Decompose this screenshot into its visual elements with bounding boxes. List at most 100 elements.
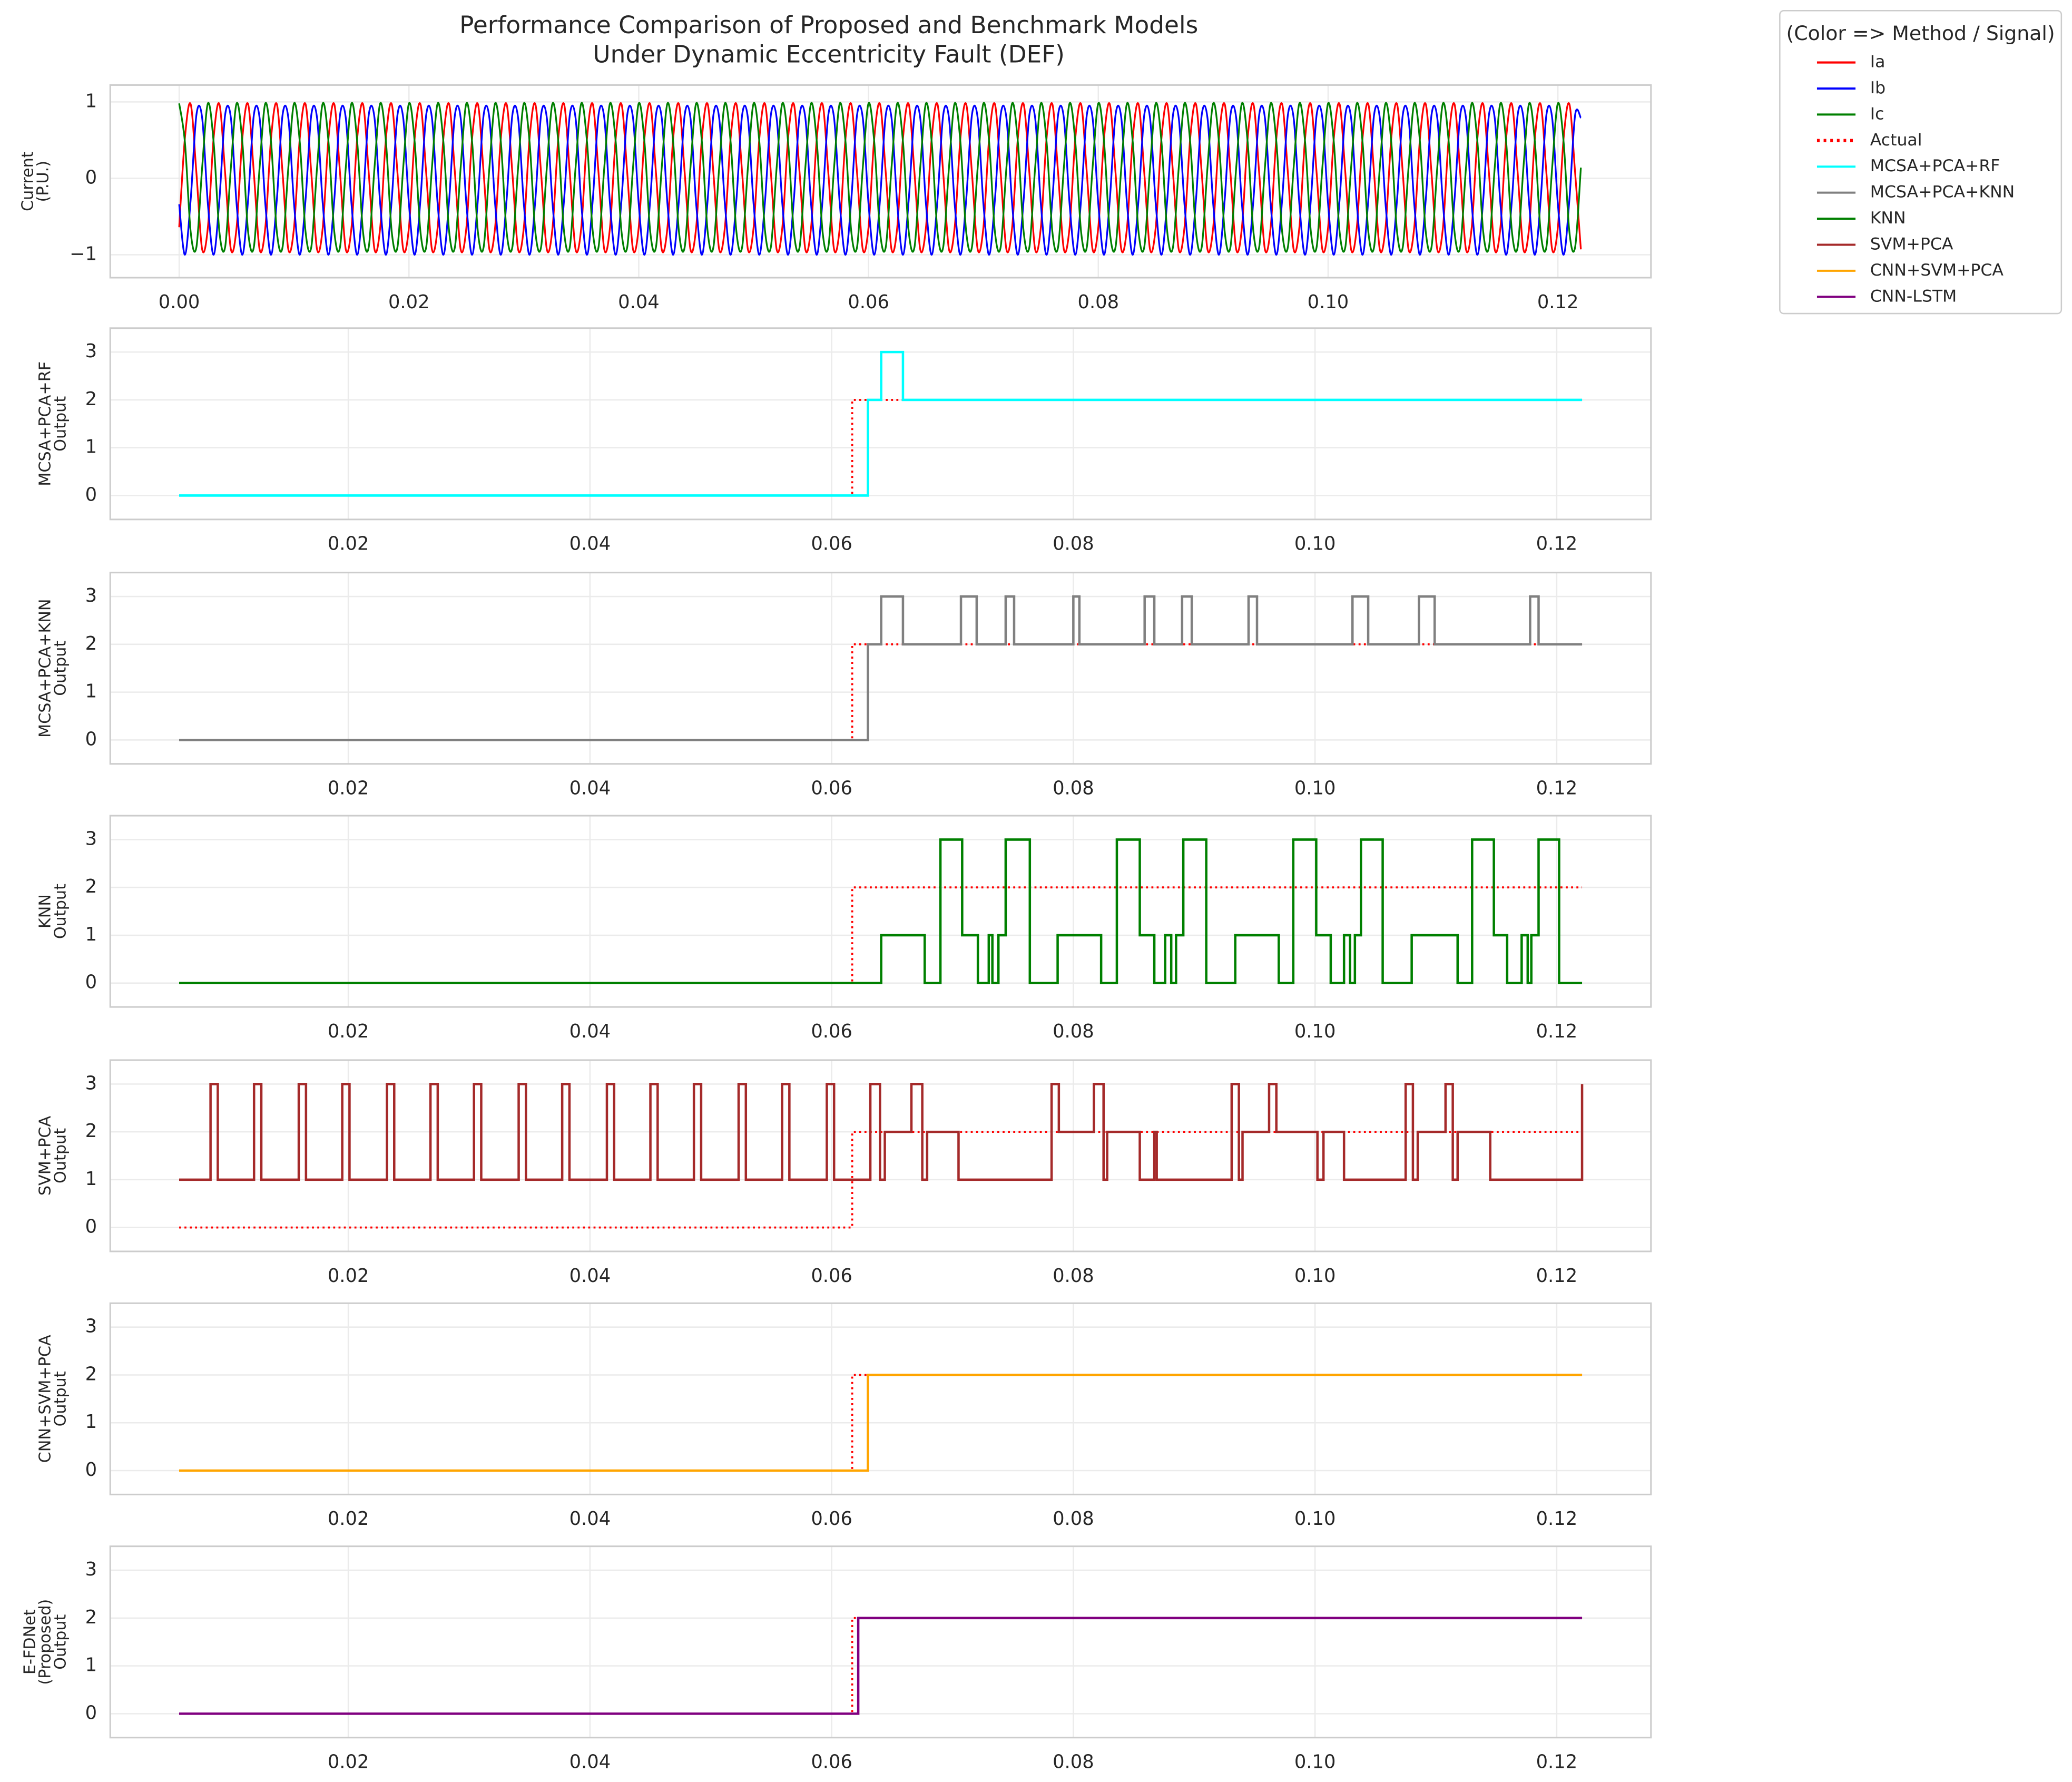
x-tick-label: 0.02 bbox=[388, 291, 430, 313]
y-tick-label: −1 bbox=[70, 243, 97, 265]
plot-frame bbox=[109, 1059, 1652, 1252]
x-tick-label: 0.08 bbox=[1053, 1508, 1094, 1530]
x-tick-label: 0.06 bbox=[811, 1265, 852, 1287]
x-tick-label: 0.08 bbox=[1053, 778, 1094, 799]
x-tick-label: 0.08 bbox=[1053, 533, 1094, 555]
y-tick-label: 2 bbox=[85, 876, 97, 897]
plot-frame bbox=[109, 815, 1652, 1008]
y-tick-label: 1 bbox=[85, 90, 97, 112]
x-tick-label: 0.04 bbox=[569, 778, 611, 799]
x-tick-label: 0.04 bbox=[569, 1751, 611, 1773]
y-axis-label: Output bbox=[51, 641, 70, 696]
y-axis-label: Current bbox=[19, 151, 37, 211]
x-tick-label: 0.10 bbox=[1294, 778, 1336, 799]
x-tick-label: 0.04 bbox=[569, 533, 611, 555]
signal-line bbox=[178, 102, 1582, 253]
x-tick-label: 0.10 bbox=[1294, 533, 1336, 555]
y-axis-label: SVM+PCA bbox=[36, 1115, 54, 1196]
x-tick-label: 0.06 bbox=[811, 778, 852, 799]
x-tick-label: 0.06 bbox=[848, 291, 889, 313]
y-tick-label: 0 bbox=[85, 1216, 97, 1238]
y-axis-label: Output bbox=[51, 1614, 70, 1670]
x-tick-label: 0.10 bbox=[1294, 1751, 1336, 1773]
y-tick-label: 3 bbox=[85, 340, 97, 362]
y-tick-label: 1 bbox=[85, 924, 97, 945]
y-tick-label: 3 bbox=[85, 828, 97, 849]
y-axis-label: KNN bbox=[36, 894, 54, 928]
y-tick-label: 0 bbox=[85, 484, 97, 505]
output-line bbox=[179, 595, 1583, 741]
x-tick-label: 0.12 bbox=[1536, 778, 1578, 799]
x-tick-label: 0.10 bbox=[1294, 1021, 1336, 1042]
y-axis-label: Output bbox=[51, 1371, 70, 1426]
x-tick-label: 0.10 bbox=[1294, 1265, 1336, 1287]
output-line bbox=[179, 1617, 1583, 1715]
x-tick-label: 0.04 bbox=[569, 1021, 611, 1042]
x-tick-label: 0.06 bbox=[811, 533, 852, 555]
y-tick-label: 1 bbox=[85, 681, 97, 702]
plot-frame bbox=[109, 1302, 1652, 1495]
y-axis-label: Output bbox=[51, 396, 70, 452]
x-tick-label: 0.12 bbox=[1536, 533, 1578, 555]
chart-title: Performance Comparison of Proposed and B… bbox=[459, 11, 1198, 39]
y-tick-label: 2 bbox=[85, 633, 97, 654]
y-tick-label: 2 bbox=[85, 1120, 97, 1142]
x-tick-label: 0.12 bbox=[1536, 1021, 1578, 1042]
legend-label: Actual bbox=[1870, 131, 1922, 150]
legend-label: Ia bbox=[1870, 53, 1886, 72]
x-tick-label: 0.02 bbox=[328, 533, 369, 555]
signal-line bbox=[178, 104, 1582, 256]
x-tick-label: 0.00 bbox=[159, 291, 200, 313]
x-tick-label: 0.12 bbox=[1536, 1751, 1578, 1773]
output-line bbox=[179, 1374, 1583, 1472]
x-tick-label: 0.02 bbox=[328, 1265, 369, 1287]
x-tick-label: 0.06 bbox=[811, 1021, 852, 1042]
x-tick-label: 0.04 bbox=[569, 1265, 611, 1287]
x-tick-label: 0.08 bbox=[1078, 291, 1120, 313]
x-tick-label: 0.02 bbox=[328, 1751, 369, 1773]
legend-label: CNN-LSTM bbox=[1870, 287, 1957, 306]
plot-frame bbox=[109, 327, 1652, 521]
x-tick-label: 0.02 bbox=[328, 778, 369, 799]
y-tick-label: 1 bbox=[85, 1654, 97, 1676]
y-tick-label: 0 bbox=[85, 728, 97, 750]
x-tick-label: 0.04 bbox=[569, 1508, 611, 1530]
plot-frame bbox=[109, 84, 1652, 279]
y-tick-label: 1 bbox=[85, 1168, 97, 1190]
y-axis-label: E-FDNet bbox=[21, 1609, 39, 1675]
y-axis-label: MCSA+PCA+KNN bbox=[36, 599, 54, 738]
y-axis-label: (Proposed) bbox=[36, 1599, 54, 1685]
y-tick-label: 0 bbox=[85, 1459, 97, 1481]
actual-line bbox=[179, 1131, 1583, 1229]
y-tick-label: 1 bbox=[85, 436, 97, 458]
plot-area bbox=[110, 1303, 1651, 1495]
y-tick-label: 3 bbox=[85, 1316, 97, 1337]
y-axis-label: Output bbox=[51, 884, 70, 939]
legend-label: CNN+SVM+PCA bbox=[1870, 261, 2004, 280]
y-tick-label: 0 bbox=[85, 1702, 97, 1724]
x-tick-label: 0.02 bbox=[328, 1021, 369, 1042]
legend-label: KNN bbox=[1870, 209, 1906, 228]
legend-title: (Color => Method / Signal) bbox=[1786, 22, 2055, 45]
legend-label: Ib bbox=[1870, 79, 1886, 97]
y-tick-label: 0 bbox=[85, 972, 97, 993]
plot-area bbox=[110, 1546, 1651, 1738]
x-tick-label: 0.10 bbox=[1308, 291, 1349, 313]
legend-label: Ic bbox=[1870, 104, 1884, 123]
plot-frame bbox=[109, 1545, 1652, 1739]
legend-label: MCSA+PCA+KNN bbox=[1870, 183, 2015, 202]
x-tick-label: 0.10 bbox=[1294, 1508, 1336, 1530]
y-tick-label: 0 bbox=[85, 167, 97, 188]
x-tick-label: 0.04 bbox=[618, 291, 660, 313]
y-tick-label: 2 bbox=[85, 1607, 97, 1628]
y-axis-label: MCSA+PCA+RF bbox=[36, 361, 54, 486]
x-tick-label: 0.12 bbox=[1536, 1508, 1578, 1530]
signal-line bbox=[178, 102, 1582, 253]
y-tick-label: 2 bbox=[85, 1363, 97, 1385]
x-tick-label: 0.06 bbox=[811, 1508, 852, 1530]
x-tick-label: 0.12 bbox=[1537, 291, 1579, 313]
y-axis-label: CNN+SVM+PCA bbox=[36, 1335, 54, 1463]
x-tick-label: 0.08 bbox=[1053, 1021, 1094, 1042]
y-tick-label: 2 bbox=[85, 388, 97, 410]
